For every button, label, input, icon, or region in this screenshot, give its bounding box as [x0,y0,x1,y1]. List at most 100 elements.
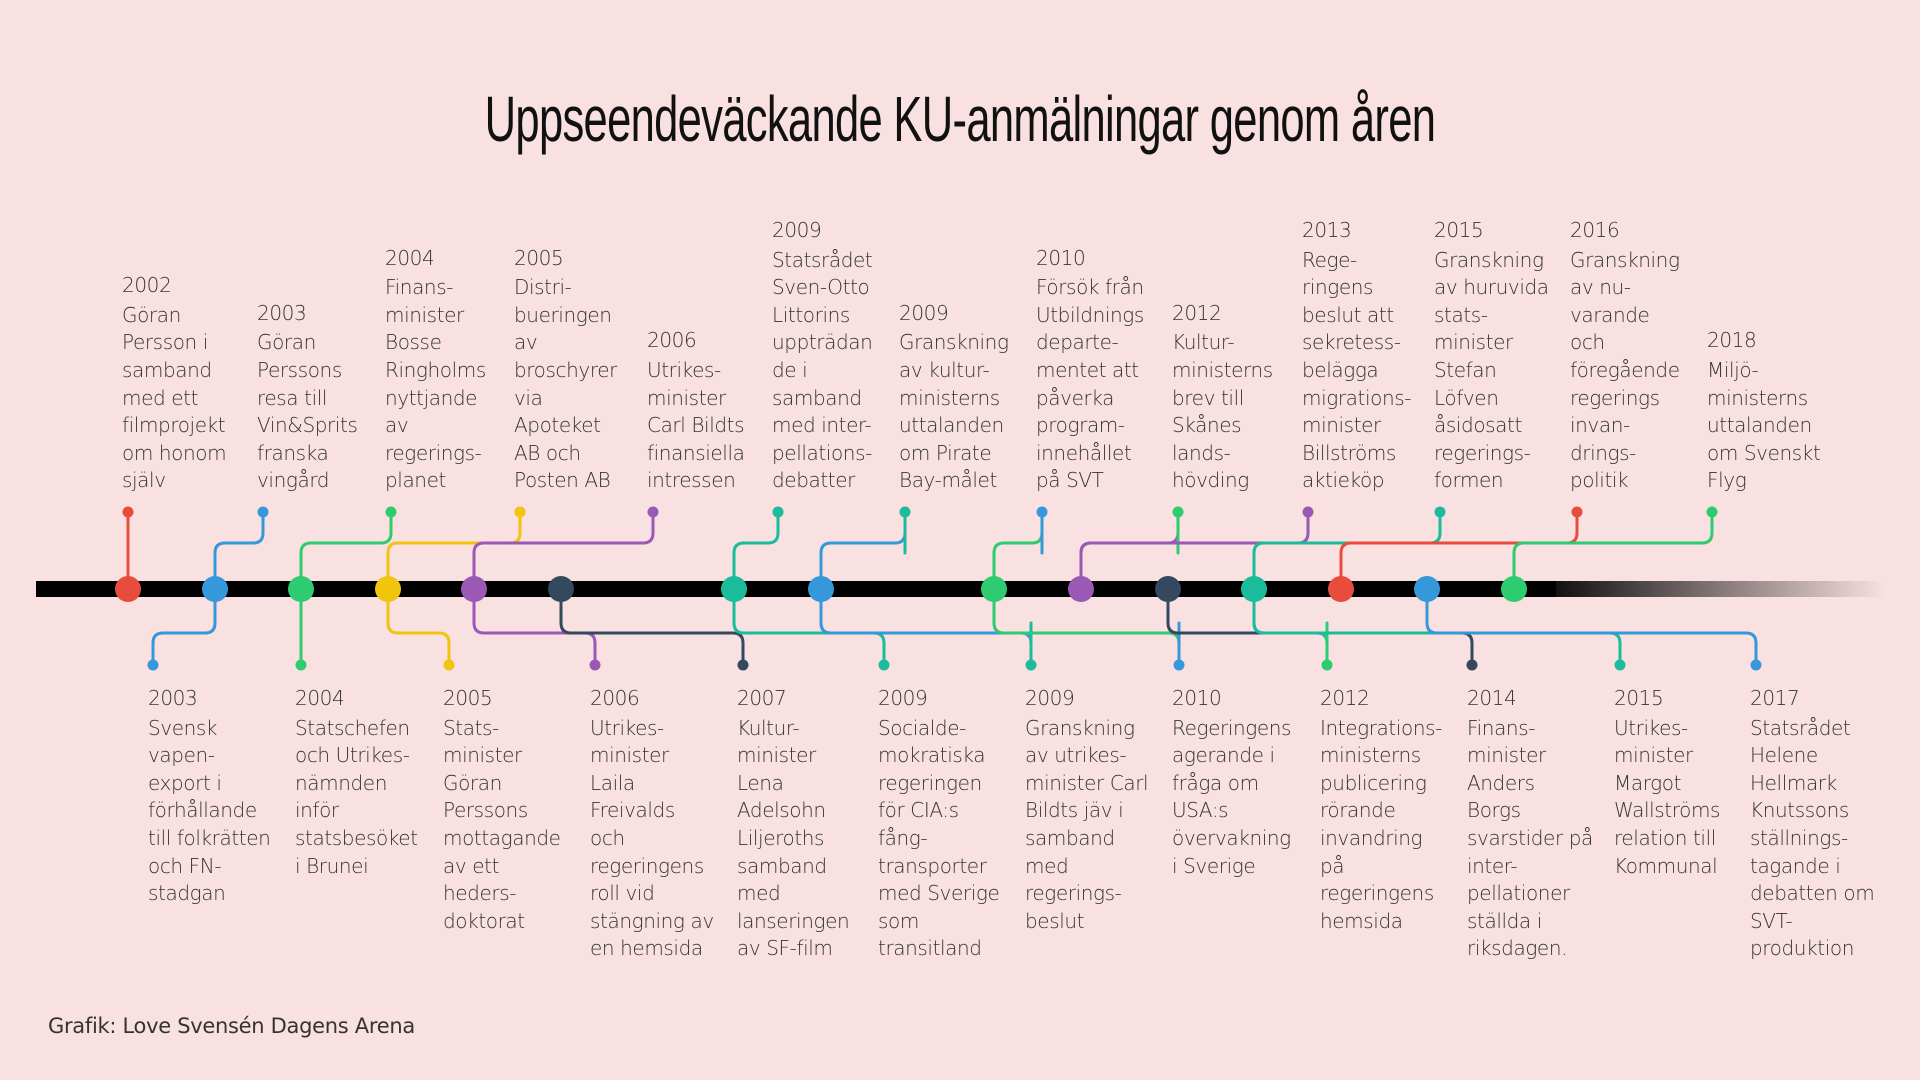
event-description-line: uttalanden [1707,413,1812,438]
event-description-line: Distri- [514,275,572,300]
event-description-line: via [514,385,543,410]
event-description-line: Utrikes- [1614,715,1688,740]
events_upper-connector-10 [1252,510,1442,591]
event-description-line: minister [1614,743,1693,768]
event-description-line: intressen [647,468,736,493]
event-description-line: doktorat [443,908,525,933]
event-year: 2009 [878,686,928,710]
event-description-line: Wallströms [1614,798,1721,823]
event-description-line: själv [122,468,166,493]
event-description-line: Lena [737,770,784,795]
event-description-line: om honom [122,440,227,465]
events_lower-dot-1 [295,659,307,671]
event-description-line: departe- [1036,330,1119,355]
event-description-line: nämnden [295,770,387,795]
events_upper-connector-6 [819,510,907,591]
page-title-text: Uppseendeväckande KU-anmälningar genom å… [484,83,1436,155]
event-description-line: samband [772,385,862,410]
event-description-line: Socialde- [878,715,966,740]
event-description-line: och [1570,330,1605,355]
event-description-line: Ringholms [385,358,486,383]
event-year: 2005 [514,245,564,270]
event-description-line: av nu- [1570,275,1631,300]
event-year: 2015 [1614,686,1664,710]
event-description-line: av kultur- [899,358,990,383]
event-lower: 2006 Utrikes-minister Laila Freivalds och reg… [590,685,714,963]
event-description-line: Vin&Sprits [257,413,358,438]
event-description-line: svarstider på [1467,825,1593,850]
event-description-line: rörande [1320,798,1396,823]
event-description-line: Skånes [1172,413,1242,438]
event-description-line: Göran [443,770,502,795]
event-description-line: transporter [878,853,987,878]
events_lower-connector-4 [559,587,745,667]
event-description-line: Kultur- [737,715,800,740]
event-description-line: samband [1025,825,1115,850]
event-description-line: Försök från [1036,275,1144,300]
events_upper-connector-3 [386,510,522,591]
events_upper-connector-11 [1339,510,1579,591]
events_lower-dot-0 [147,659,159,671]
events_upper-connector-12 [1512,510,1714,591]
event-description-line: Granskning [1434,247,1544,272]
event-description-line: AB och [514,440,581,465]
event-description-line: debatter [772,468,855,493]
event-description-line: samband [737,853,827,878]
event-description-line: broschyrer [514,358,617,383]
events_upper-dot-0 [122,506,134,518]
event-lower: 2014 Finans-minister Anders Borgs svarstider… [1467,685,1593,963]
events_upper-dot-5 [772,506,784,518]
page-title: Uppseendeväckande KU-anmälningar genom å… [0,82,1920,156]
event-description-line: till folkrätten [148,825,271,850]
event-description-line: Billströms [1302,440,1396,465]
timeline-node-dark [1155,576,1181,602]
event-description-line: ministerns [1707,385,1808,410]
event-description-line: för CIA:s [878,798,959,823]
event-description-line: Bay-målet [899,468,997,493]
events_lower-connector-10 [1252,587,1622,667]
event-description-line: lanseringen [737,908,850,933]
event-description-line: ringens [1302,275,1374,300]
events_lower-connector-11 [1425,587,1758,667]
event-description-line: Kultur- [1172,330,1235,355]
event-description-line: ministerns [1320,743,1421,768]
event-description-line: Perssons [443,798,528,823]
event-lower: 2005 Stats-minister Göran Perssons mottagand… [443,685,561,935]
event-description-line: Borgs [1467,798,1521,823]
event-year: 2006 [647,328,697,353]
event-description-line: transitland [878,936,982,961]
credit-line: Grafik: Love Svensén Dagens Arena [48,1014,415,1038]
event-description-line: minister [590,743,669,768]
event-description-line: regerings- [385,440,482,465]
event-description-line: Statsrådet [772,247,873,272]
event-year: 2003 [257,300,307,325]
events_upper-dot-12 [1706,506,1718,518]
event-description-line: av utrikes- [1025,743,1127,768]
event-lower: 2010 Regeringens agerande i fråga om USA:s öv… [1172,685,1291,880]
event-description-line: hövding [1172,468,1249,493]
event-description-line: av huruvida [1434,275,1549,300]
event-description-line: politik [1570,468,1629,493]
events_lower-dot-4 [737,659,749,671]
event-year: 2005 [443,686,493,710]
event-description-line: tagande i [1750,853,1841,878]
event-description-line: en hemsida [590,936,703,961]
events_lower-connector-0 [151,587,217,667]
event-year: 2007 [737,686,787,710]
event-description-line: heders- [443,881,517,906]
event-description-line: relation till [1614,825,1716,850]
event-description-line: Finans- [1467,715,1536,740]
event-description-line: sekretess- [1302,330,1401,355]
event-description-line: nyttjande [385,385,478,410]
event-description-line: program- [1036,413,1125,438]
event-description-line: invandring [1320,825,1423,850]
event-description-line: av SF-film [737,936,833,961]
events_upper-dot-2 [385,506,397,518]
events_upper-dot-9 [1302,506,1314,518]
event-description-line: regerings [1570,385,1660,410]
event-description-line: vingård [257,468,330,493]
event-description-line: produktion [1750,936,1854,961]
event-description-line: brev till [1172,385,1244,410]
event-lower: 2003 Svensk vapen-export i förhållande till … [148,685,271,908]
timeline-node-blue [808,576,834,602]
